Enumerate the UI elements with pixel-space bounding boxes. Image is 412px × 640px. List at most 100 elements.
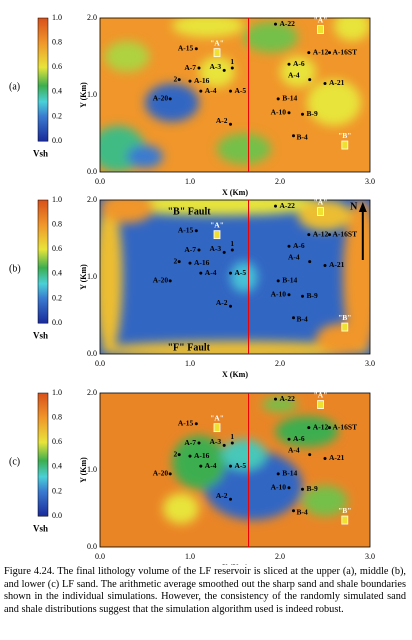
caption: Figure 4.24. The final lithology volume …: [4, 566, 406, 615]
well-label: "A": [314, 390, 328, 399]
well-marker: [222, 68, 226, 72]
well-marker: [341, 140, 349, 150]
facies-patch: [172, 18, 244, 38]
well-marker: [328, 51, 331, 55]
y-tick-label: 2.0: [87, 388, 97, 397]
colorbar-label: Vsh: [33, 523, 48, 533]
well-marker: [276, 472, 280, 476]
y-tick-label: 2.0: [87, 195, 97, 204]
well-marker: [197, 66, 201, 70]
colorbar-tick: 0.2: [52, 111, 62, 120]
blobs: [163, 396, 348, 524]
well-marker: [274, 204, 277, 208]
colorbar-tick: 0.6: [52, 244, 62, 253]
well-marker: [199, 464, 203, 468]
well-marker: [317, 207, 324, 216]
well-label: A-3: [210, 244, 222, 253]
x-axis-label: X (Km): [222, 188, 248, 197]
well-marker: [229, 89, 232, 93]
well-marker: [301, 294, 304, 298]
well-label: A-6: [293, 59, 305, 68]
well-label: A-10: [271, 482, 287, 491]
well-label: A-15: [178, 44, 194, 53]
colorbar-tick: 0.4: [52, 87, 62, 96]
facies-patch: [109, 200, 325, 216]
fault-label: "F" Fault: [168, 342, 211, 353]
x-axis-label: X (Km): [222, 563, 248, 565]
colorbar: [37, 392, 49, 517]
well-label: 2: [173, 449, 177, 458]
well-marker: [328, 233, 331, 237]
well-label: A-4: [205, 268, 217, 277]
well-marker: [177, 78, 181, 82]
facies-patch: [203, 450, 303, 521]
well-marker: [188, 454, 192, 458]
colorbar-tick: 0.6: [52, 62, 62, 71]
figure: 0.0 0.2 0.4 0.6 0.8 1.0 Vsh (a) 0.0 1.0 2.0 3.0 0.0 1…: [9, 13, 375, 565]
y-tick-label: 2.0: [87, 13, 97, 22]
well-label: 1: [230, 57, 234, 66]
facies-patch: [199, 56, 235, 88]
well-marker: [229, 271, 232, 275]
well-marker: [287, 293, 291, 297]
map: [100, 393, 370, 547]
colorbar-tick: 1.0: [52, 195, 62, 204]
well-marker: [287, 437, 291, 441]
well-label: A-4: [288, 70, 300, 79]
well-label: B-9: [307, 109, 319, 118]
x-tick-label: 0.0: [95, 359, 105, 368]
well-label: "B": [338, 506, 351, 515]
facies-patch: [163, 493, 199, 524]
colorbar-tick: 0.8: [52, 412, 62, 421]
facies-patch: [275, 416, 339, 447]
well-marker: [292, 509, 295, 513]
colorbar-tick: 0.2: [52, 293, 62, 302]
well-label: 1: [230, 432, 234, 441]
x-tick-label: 3.0: [365, 177, 375, 186]
well-label: A-22: [280, 201, 296, 210]
map: [100, 18, 370, 172]
x-axis-label: X (Km): [222, 370, 248, 379]
colorbar: [37, 17, 49, 142]
slice-map: [99, 392, 371, 548]
well-label: A-16ST: [333, 422, 358, 431]
well-label: A-4: [205, 461, 217, 470]
facies-patch: [100, 200, 154, 224]
fault-label: "B" Fault: [168, 206, 212, 217]
well-label: "A": [210, 220, 224, 229]
well-label: A-5: [235, 86, 247, 95]
well-label: A-3: [210, 437, 222, 446]
facies-patch: [172, 435, 226, 490]
well-label: A-21: [329, 260, 345, 269]
x-tick-label: 0.0: [95, 552, 105, 561]
well-label: "B": [338, 313, 351, 322]
slice-map: [99, 17, 371, 173]
well-label: A-6: [293, 241, 305, 250]
well-marker: [276, 97, 280, 101]
colorbar-tick: 0.6: [52, 437, 62, 446]
colorbar-tick: 0.0: [52, 318, 62, 327]
facies-patch: [217, 133, 271, 165]
well-marker: [307, 426, 311, 430]
well-marker: [317, 25, 324, 34]
well-label: "A": [210, 413, 224, 422]
colorbar-label: Vsh: [33, 330, 48, 340]
well-marker: [230, 441, 234, 445]
colorbar: [37, 199, 49, 324]
well-label: A-12: [313, 229, 329, 238]
well-marker: [229, 497, 232, 501]
frame: [99, 199, 371, 355]
well-label: B-4: [297, 508, 309, 517]
well-marker: [307, 51, 311, 55]
well-marker: [317, 400, 324, 409]
well-label: B-4: [297, 315, 309, 324]
well-marker: [323, 81, 327, 85]
well-marker: [213, 230, 221, 240]
well-marker: [199, 89, 203, 93]
x-tick-label: 1.0: [185, 177, 195, 186]
colorbar-tick: 0.4: [52, 269, 62, 278]
north-label: N: [350, 201, 358, 212]
blobs: [100, 18, 370, 172]
well-marker: [194, 229, 198, 233]
frame: [99, 17, 371, 173]
